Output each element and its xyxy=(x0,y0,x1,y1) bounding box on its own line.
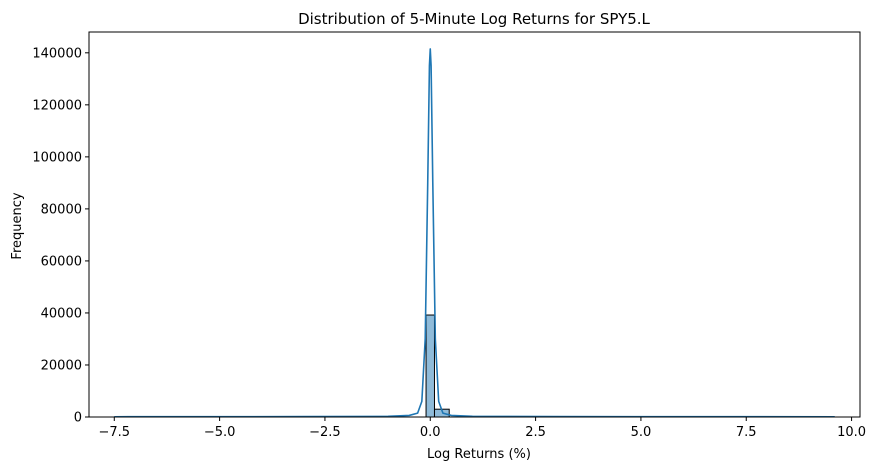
x-tick-label: 0.0 xyxy=(420,425,441,440)
x-tick-label: 10.0 xyxy=(837,425,866,440)
x-tick-label: −2.5 xyxy=(309,425,341,440)
plot-frame xyxy=(88,31,861,418)
y-tick-label: 140000 xyxy=(32,46,82,61)
x-tick-label: 2.5 xyxy=(525,425,546,440)
y-tick-label: 0 xyxy=(74,411,82,426)
histogram-bar xyxy=(425,314,435,418)
x-tick-label: 7.5 xyxy=(736,425,757,440)
x-tick-label: 5.0 xyxy=(631,425,652,440)
y-axis: 0 20000 40000 60000 80000 100000 120000 140000 xyxy=(32,46,89,426)
chart-title: Distribution of 5-Minute Log Returns for… xyxy=(298,10,650,28)
y-tick-label: 120000 xyxy=(32,98,82,113)
x-tick-label: −7.5 xyxy=(98,425,130,440)
x-tick-label: −5.0 xyxy=(204,425,236,440)
x-axis-label: Log Returns (%) xyxy=(427,447,531,462)
plot-area xyxy=(88,31,861,418)
y-axis-label: Frequency xyxy=(10,192,25,259)
y-tick-label: 100000 xyxy=(32,150,82,165)
x-axis: −7.5 −5.0 −2.5 0.0 2.5 5.0 7.5 10.0 xyxy=(98,417,866,440)
y-tick-label: 40000 xyxy=(41,306,82,321)
y-tick-label: 80000 xyxy=(41,202,82,217)
kde-line xyxy=(114,48,835,418)
y-tick-label: 60000 xyxy=(41,254,82,269)
y-tick-label: 20000 xyxy=(41,358,82,373)
